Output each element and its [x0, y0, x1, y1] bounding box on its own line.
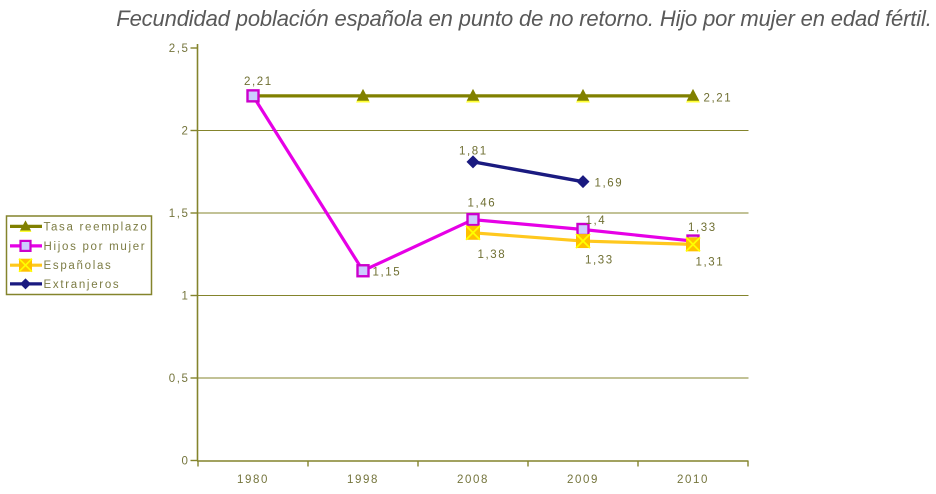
svg-text:Fecundidad población española: Fecundidad población española en punto d… — [116, 6, 931, 31]
svg-text:1,33: 1,33 — [585, 255, 614, 267]
svg-text:2,21: 2,21 — [244, 76, 273, 88]
svg-text:1998: 1998 — [347, 474, 379, 486]
svg-text:Tasa reemplazo: Tasa reemplazo — [44, 221, 149, 233]
svg-text:1980: 1980 — [237, 474, 269, 486]
svg-text:2010: 2010 — [677, 474, 709, 486]
svg-text:1,46: 1,46 — [468, 198, 497, 210]
svg-text:Extranjeros: Extranjeros — [44, 279, 121, 291]
svg-text:0: 0 — [182, 456, 190, 468]
svg-text:1,5: 1,5 — [169, 208, 190, 220]
svg-text:1,69: 1,69 — [595, 178, 624, 190]
svg-text:1,4: 1,4 — [586, 215, 607, 227]
svg-text:2009: 2009 — [567, 474, 599, 486]
svg-text:Hijos por mujer: Hijos por mujer — [44, 241, 147, 253]
svg-text:1: 1 — [182, 291, 190, 303]
svg-text:0,5: 0,5 — [169, 373, 190, 385]
svg-text:1,38: 1,38 — [478, 249, 507, 261]
svg-text:1,31: 1,31 — [696, 257, 725, 269]
svg-text:2,21: 2,21 — [704, 93, 733, 105]
svg-text:1,15: 1,15 — [373, 267, 402, 279]
svg-text:1,33: 1,33 — [688, 222, 717, 234]
svg-text:2008: 2008 — [457, 474, 489, 486]
svg-text:2,5: 2,5 — [169, 43, 190, 55]
svg-text:2: 2 — [182, 126, 190, 138]
svg-text:1,81: 1,81 — [459, 146, 488, 158]
svg-text:Españolas: Españolas — [44, 260, 113, 272]
